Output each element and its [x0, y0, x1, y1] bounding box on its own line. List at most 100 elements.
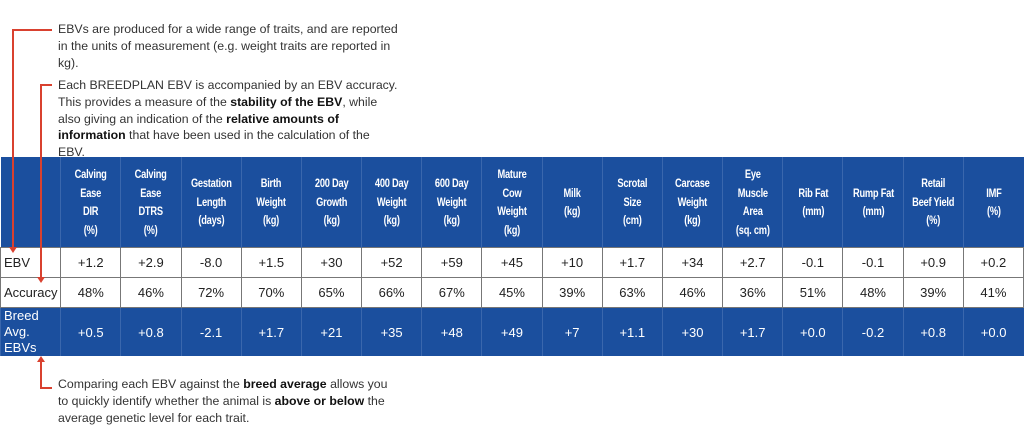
table-cell: 66% — [361, 277, 423, 308]
column-header-label: Eye Muscle Area (sq. cm) — [733, 165, 771, 239]
column-header: Scrotal Size (cm) — [601, 157, 663, 248]
table-cell: 48% — [842, 277, 904, 308]
column-header: Milk (kg) — [541, 157, 603, 248]
column-header: 600 Day Weight (kg) — [421, 157, 482, 248]
column-header-line: Beef Yield — [912, 194, 955, 209]
column-header-line: (kg) — [383, 213, 400, 228]
table-cell: -0.1 — [782, 247, 844, 278]
table-row-ebv: EBV +1.2 +2.9 -8.0 +1.5 +30 +52 +59 +45 +10 +1.7 +3… — [0, 247, 1024, 278]
column-header-line: Birth — [261, 176, 282, 191]
column-header-line: (days) — [198, 213, 225, 228]
column-header: Eye Muscle Area (sq. cm) — [722, 157, 783, 248]
column-header: Calving Ease DTRS (%) — [120, 157, 182, 248]
table-cell: +0.2 — [962, 247, 1024, 278]
table-cell: +0.8 — [120, 307, 182, 356]
column-header-label: Milk (kg) — [562, 184, 581, 221]
column-header: Retail Beef Yield (%) — [902, 157, 964, 248]
column-header: Carcase Weight (kg) — [661, 157, 723, 248]
column-header-line: Weight — [376, 194, 407, 209]
column-header-line: Length — [196, 194, 226, 209]
table-cell: +1.7 — [722, 307, 783, 356]
column-header-line: Ease — [140, 185, 162, 200]
column-header-line: (kg) — [443, 213, 460, 228]
column-header-line: Gestation — [190, 176, 232, 191]
column-header: Rump Fat (mm) — [842, 157, 904, 248]
column-header-label: 600 Day Weight (kg) — [433, 174, 471, 230]
column-header-line: Cow — [502, 185, 522, 200]
table-cell: +10 — [541, 247, 603, 278]
table-cell: +59 — [421, 247, 483, 278]
table-cell: 65% — [300, 277, 363, 308]
table-cell: +30 — [661, 307, 723, 356]
column-header-line: Carcase — [675, 176, 710, 191]
table-cell: 46% — [120, 277, 182, 308]
connector-breed — [40, 387, 52, 389]
table-cell: +1.7 — [601, 247, 663, 278]
table-cell: +52 — [361, 247, 423, 278]
column-header-line: Weight — [677, 194, 708, 209]
column-header-line: Growth — [315, 194, 347, 209]
column-header-line: (kg) — [263, 213, 280, 228]
note-accuracy: Each BREEDPLAN EBV is accompanied by an … — [58, 77, 398, 161]
column-header-line: Muscle — [737, 185, 768, 200]
table-cell: 70% — [240, 277, 302, 308]
table-cell: +49 — [481, 307, 543, 356]
column-header-label: Calving Ease DIR (%) — [73, 165, 109, 239]
column-header-line: Milk — [563, 185, 581, 200]
row-label: Breed Avg. EBVs — [0, 307, 61, 356]
emphasis-text: breed average — [243, 377, 327, 391]
emphasis-text: above or below — [274, 393, 365, 408]
table-cell: +30 — [300, 247, 363, 278]
table-cell: +1.1 — [601, 307, 663, 356]
column-header-label: Gestation Length (days) — [188, 174, 234, 230]
column-header-line: (kg) — [564, 204, 581, 218]
column-header-line: Eye — [744, 167, 761, 181]
table-cell: -8.0 — [180, 247, 242, 278]
table-cell: +35 — [361, 307, 422, 356]
table-cell: +7 — [541, 307, 603, 356]
column-header-line: 600 Day — [435, 176, 469, 191]
column-header-line: Weight — [497, 204, 527, 218]
column-header-line: (%) — [986, 204, 1001, 218]
table-cell: 41% — [962, 277, 1024, 308]
table-cell: +2.9 — [120, 247, 182, 278]
table-cell: 46% — [661, 277, 724, 308]
table-cell: +0.5 — [60, 307, 121, 356]
column-header-line: (cm) — [622, 213, 642, 228]
column-header-line: 400 Day — [374, 176, 409, 191]
note-text: the average genetic level for each trait… — [58, 393, 385, 425]
note-text: Comparing each EBV against the — [58, 377, 244, 391]
column-header-line: (mm) — [801, 204, 824, 218]
table-cell: -0.1 — [842, 247, 904, 278]
table-cell: 36% — [722, 277, 784, 308]
note-text: Each BREEDPLAN EBV is accompanied by an … — [58, 78, 398, 109]
column-header: 400 Day Weight (kg) — [361, 157, 422, 248]
table-cell: -2.1 — [180, 307, 242, 356]
row-label: Accuracy — [0, 277, 62, 308]
emphasis-text: stability of the EBV — [230, 94, 343, 109]
table-cell: 63% — [601, 277, 663, 308]
column-header-line: Weight — [437, 194, 467, 209]
column-header: Mature Cow Weight (kg) — [481, 157, 543, 248]
column-header-line: Size — [623, 194, 642, 209]
table-cell: 67% — [421, 277, 483, 308]
note-breed-average: Comparing each EBV against the breed ave… — [58, 376, 398, 426]
emphasis-text: relative amounts of information — [58, 111, 339, 143]
column-header-line: Mature — [497, 167, 527, 181]
table-cell: 72% — [180, 277, 242, 308]
table-cell: +0.9 — [902, 247, 964, 278]
column-header: IMF (%) — [962, 157, 1024, 248]
column-header-line: Ease — [80, 185, 102, 200]
column-header-line: (kg) — [503, 222, 521, 237]
column-header-line: (%) — [83, 222, 98, 237]
column-header-line: Calving — [74, 167, 107, 181]
column-header-label: Retail Beef Yield (%) — [909, 174, 957, 230]
column-header-line: Retail — [921, 176, 946, 191]
column-header-line: Rib Fat — [797, 185, 828, 200]
header-row: Calving Ease DIR (%) Calving Ease DTRS (%) Gesta… — [0, 157, 1024, 248]
table-cell: 48% — [60, 277, 122, 308]
column-header-line: IMF — [985, 185, 1002, 200]
column-header: Rib Fat (mm) — [782, 157, 843, 248]
table-cell: 39% — [541, 277, 603, 308]
table-cell: 51% — [782, 277, 844, 308]
